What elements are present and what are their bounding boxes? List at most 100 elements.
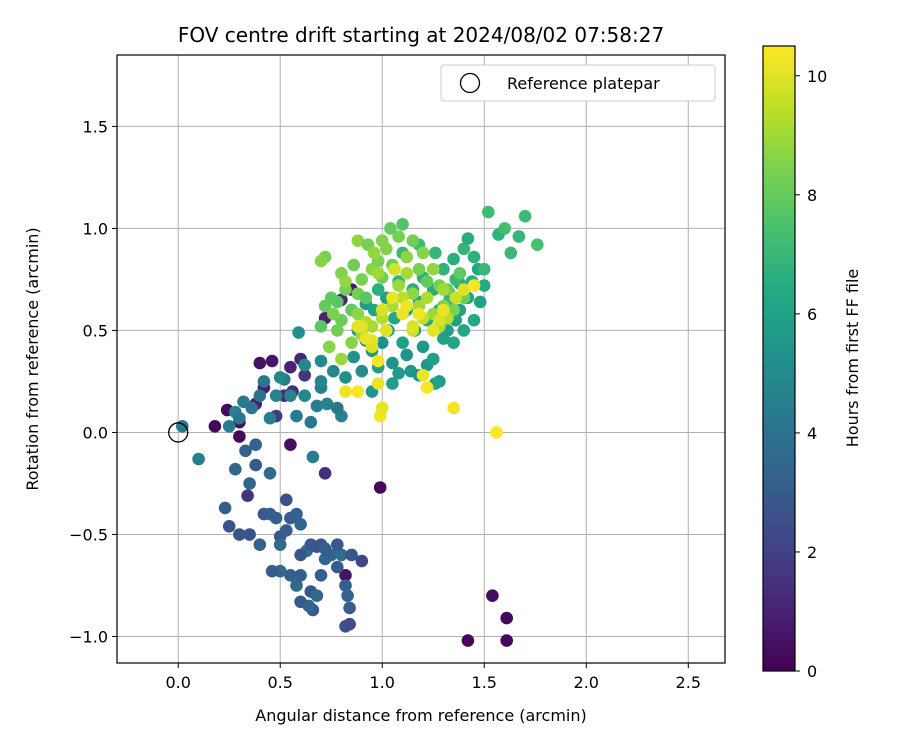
data-point bbox=[314, 375, 328, 388]
data-point bbox=[437, 283, 450, 296]
data-point bbox=[392, 230, 405, 243]
data-point bbox=[265, 354, 279, 368]
data-point bbox=[416, 246, 430, 260]
data-point bbox=[233, 430, 246, 443]
data-point bbox=[249, 438, 262, 452]
data-point bbox=[327, 364, 340, 378]
data-point bbox=[426, 262, 440, 276]
data-point bbox=[392, 279, 405, 292]
x-tick-label: 0.5 bbox=[267, 673, 292, 692]
colorbar-tick-label: 0 bbox=[807, 662, 817, 681]
data-point bbox=[359, 291, 373, 305]
data-point bbox=[339, 385, 352, 398]
data-point bbox=[371, 267, 385, 280]
data-point bbox=[306, 450, 320, 464]
data-points bbox=[176, 205, 544, 647]
data-point bbox=[273, 538, 287, 551]
y-tick-label: 1.5 bbox=[83, 117, 108, 136]
data-point bbox=[284, 569, 297, 582]
data-point bbox=[437, 303, 450, 317]
data-point bbox=[449, 291, 463, 305]
colorbar-tick-label: 6 bbox=[807, 305, 817, 324]
data-point bbox=[504, 246, 518, 260]
data-point bbox=[371, 354, 385, 368]
x-axis-ticks: 0.0 0.5 1.0 1.5 2.0 2.5 bbox=[165, 663, 701, 692]
x-tick-label: 1.0 bbox=[370, 673, 395, 692]
data-point bbox=[304, 415, 318, 429]
data-point bbox=[375, 303, 389, 317]
data-point bbox=[280, 524, 293, 537]
data-point bbox=[400, 348, 414, 362]
data-point bbox=[243, 528, 256, 541]
data-point bbox=[253, 356, 267, 370]
data-point bbox=[294, 548, 307, 562]
colorbar-tick-label: 10 bbox=[807, 67, 827, 86]
data-point bbox=[298, 369, 312, 382]
data-point bbox=[208, 420, 222, 433]
data-point bbox=[375, 401, 389, 415]
data-point bbox=[396, 218, 409, 231]
data-point bbox=[386, 356, 399, 370]
data-point bbox=[263, 411, 277, 425]
data-point bbox=[314, 354, 328, 368]
data-point bbox=[412, 307, 426, 321]
data-point bbox=[343, 601, 356, 615]
data-point bbox=[284, 389, 297, 403]
data-point bbox=[243, 477, 256, 490]
reference-marker bbox=[168, 422, 189, 443]
data-point bbox=[512, 230, 526, 243]
data-point bbox=[433, 313, 446, 327]
data-point bbox=[367, 246, 381, 260]
data-point bbox=[229, 462, 242, 476]
x-axis-label: Angular distance from reference (arcmin) bbox=[255, 706, 586, 725]
x-tick-label: 1.5 bbox=[472, 673, 497, 692]
data-point bbox=[351, 234, 365, 247]
data-point bbox=[269, 511, 283, 525]
data-point bbox=[239, 444, 252, 458]
data-point bbox=[477, 262, 491, 276]
data-point bbox=[339, 275, 352, 288]
data-point bbox=[222, 420, 236, 433]
x-tick-label: 2.0 bbox=[574, 673, 599, 692]
data-point bbox=[447, 401, 460, 415]
data-point bbox=[384, 222, 397, 235]
data-point bbox=[331, 538, 344, 551]
data-point bbox=[412, 262, 426, 276]
data-point bbox=[257, 375, 271, 388]
data-point bbox=[482, 205, 495, 219]
data-point bbox=[457, 283, 471, 296]
data-point bbox=[335, 352, 348, 366]
data-point bbox=[331, 560, 344, 574]
data-point bbox=[290, 579, 303, 592]
y-axis-ticks: −1.0 −0.5 0.0 0.5 1.0 1.5 bbox=[69, 117, 117, 646]
data-point bbox=[314, 254, 328, 268]
data-point bbox=[388, 262, 401, 276]
data-point bbox=[461, 232, 475, 245]
data-point bbox=[373, 481, 387, 494]
reference-platepar-marker bbox=[168, 422, 189, 443]
data-point bbox=[351, 385, 365, 398]
data-point bbox=[318, 542, 332, 555]
data-point bbox=[351, 320, 365, 333]
data-point bbox=[498, 222, 512, 235]
data-point bbox=[400, 299, 414, 313]
data-point bbox=[331, 295, 344, 309]
data-point bbox=[406, 320, 420, 333]
data-point bbox=[426, 352, 440, 366]
y-tick-label: 0.5 bbox=[83, 321, 108, 340]
data-point bbox=[343, 617, 356, 631]
data-point bbox=[314, 320, 328, 333]
data-point bbox=[447, 336, 460, 350]
data-point bbox=[461, 634, 475, 647]
data-point bbox=[406, 287, 420, 301]
data-point bbox=[294, 569, 307, 582]
data-point bbox=[400, 250, 414, 264]
colorbar-gradient bbox=[762, 45, 796, 672]
data-point bbox=[245, 401, 258, 415]
data-point bbox=[318, 467, 332, 480]
data-point bbox=[331, 401, 344, 415]
data-point bbox=[473, 295, 487, 309]
data-point bbox=[345, 336, 358, 350]
data-point bbox=[467, 250, 481, 264]
